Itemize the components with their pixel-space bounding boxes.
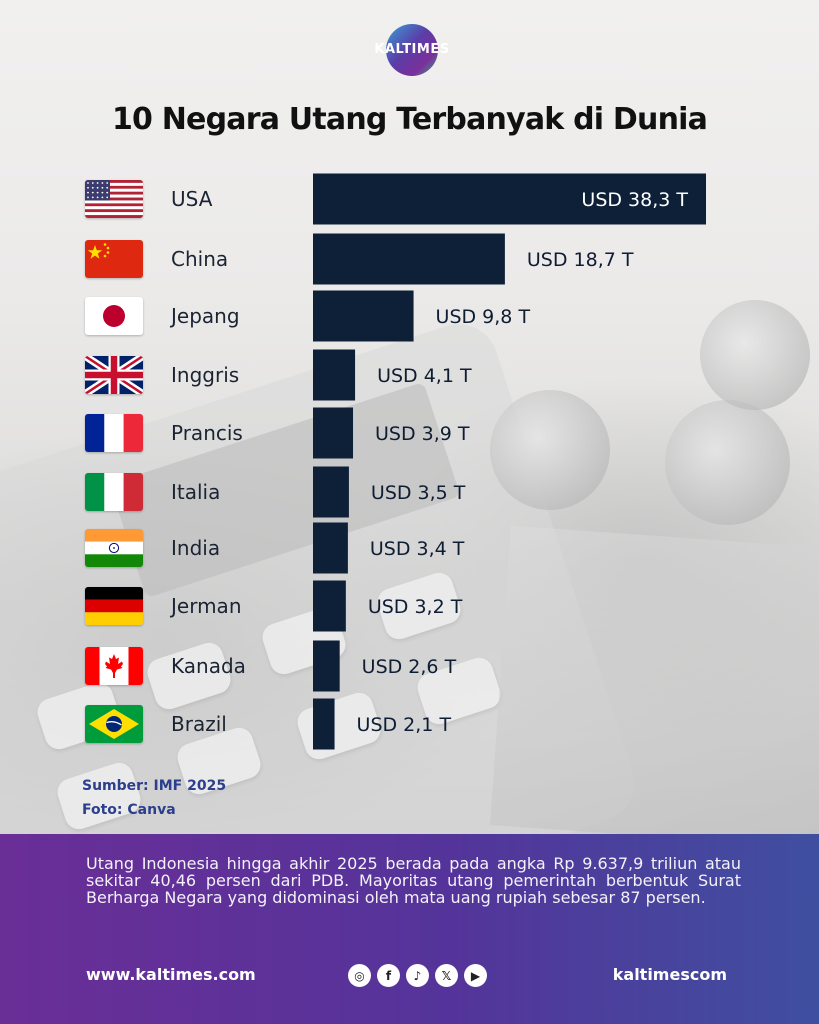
country-label: Italia bbox=[171, 480, 220, 504]
youtube-icon[interactable]: ▶ bbox=[464, 964, 487, 987]
bar-jerman bbox=[313, 580, 346, 632]
bar-chart: USA USD 38,3 T China USD 18,7 T Jepang USD 9,… bbox=[169, 173, 706, 750]
bar-brazil bbox=[313, 698, 335, 750]
x-icon[interactable]: 𝕏 bbox=[435, 964, 458, 987]
kaltimes-logo: KALTIMES bbox=[366, 24, 456, 76]
country-label: Inggris bbox=[171, 363, 239, 387]
country-label: Jepang bbox=[169, 304, 240, 328]
logo-circle bbox=[386, 24, 438, 76]
bar-usa bbox=[313, 173, 706, 225]
country-label: Prancis bbox=[171, 421, 243, 445]
value-label: USD 9,8 T bbox=[436, 306, 531, 328]
coin-shape bbox=[490, 390, 610, 510]
instagram-icon[interactable]: ◎ bbox=[348, 964, 371, 987]
gb-flag-icon bbox=[85, 356, 143, 394]
tiktok-icon[interactable]: ♪ bbox=[406, 964, 429, 987]
it-flag-icon bbox=[85, 473, 143, 511]
bar-italia bbox=[313, 466, 349, 518]
country-label: Jerman bbox=[169, 594, 242, 618]
footer-description: Utang Indonesia hingga akhir 2025 berada… bbox=[86, 854, 741, 907]
coin-shape bbox=[665, 400, 790, 525]
photo-credit: Foto: Canva bbox=[82, 802, 176, 818]
country-label: Kanada bbox=[171, 654, 246, 678]
country-label: China bbox=[171, 247, 228, 271]
website-link[interactable]: www.kaltimes.com bbox=[86, 965, 256, 984]
bar-china bbox=[313, 233, 505, 285]
value-label: USD 3,9 T bbox=[375, 423, 470, 445]
country-label: India bbox=[171, 536, 220, 560]
cn-flag-icon bbox=[85, 240, 143, 278]
chart-title: 10 Negara Utang Terbanyak di Dunia bbox=[111, 102, 708, 137]
bar-jepang bbox=[313, 290, 414, 342]
value-label: USD 3,4 T bbox=[370, 538, 465, 560]
bar-prancis bbox=[313, 407, 354, 459]
source-credit: Sumber: IMF 2025 bbox=[82, 778, 227, 794]
value-label: USD 4,1 T bbox=[377, 365, 472, 387]
value-label: USD 3,2 T bbox=[368, 596, 463, 618]
country-label: USA bbox=[171, 187, 213, 211]
value-label: USD 38,3 T bbox=[581, 189, 688, 211]
value-label: USD 2,6 T bbox=[362, 656, 457, 678]
br-flag-icon bbox=[85, 705, 143, 743]
social-icons: ◎ f ♪ 𝕏 ▶ bbox=[348, 964, 487, 987]
country-label: Brazil bbox=[171, 712, 227, 736]
value-label: USD 18,7 T bbox=[527, 249, 634, 271]
jp-flag-icon bbox=[85, 297, 143, 335]
coin-shape bbox=[700, 300, 810, 410]
value-label: USD 3,5 T bbox=[371, 482, 466, 504]
us-flag-icon bbox=[85, 180, 143, 218]
social-handle[interactable]: kaltimescom bbox=[612, 965, 727, 984]
in-flag-icon bbox=[85, 529, 143, 567]
logo-text: KALTIMES bbox=[374, 42, 450, 57]
bar-kanada bbox=[313, 640, 340, 692]
de-flag-icon bbox=[85, 587, 143, 625]
footer-panel: Utang Indonesia hingga akhir 2025 berada… bbox=[0, 834, 819, 1024]
fr-flag-icon bbox=[85, 414, 143, 452]
value-label: USD 2,1 T bbox=[357, 714, 452, 736]
facebook-icon[interactable]: f bbox=[377, 964, 400, 987]
bar-india bbox=[313, 522, 348, 574]
bar-inggris bbox=[313, 349, 356, 401]
ca-flag-icon bbox=[85, 647, 143, 685]
